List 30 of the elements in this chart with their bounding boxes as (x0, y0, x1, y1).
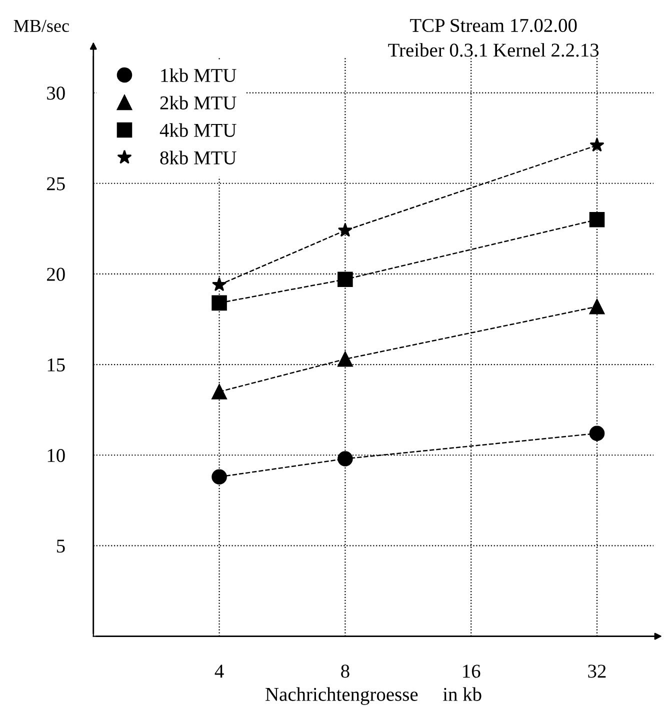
y-tick-label: 30 (47, 86, 65, 100)
x-tick-label: 4 (214, 664, 224, 678)
legend-label: 4kb MTU (160, 123, 236, 137)
y-axis-title: MB/sec (14, 20, 69, 32)
x-tick-label: 32 (588, 664, 606, 678)
point (338, 222, 352, 237)
point (338, 451, 353, 466)
point (212, 295, 227, 311)
y-tick-label: 20 (47, 268, 65, 281)
legend-label: 1kb MTU (161, 68, 236, 82)
y-tick-label: 15 (48, 358, 65, 372)
point (212, 384, 227, 400)
x-tick-label: 16 (463, 664, 480, 678)
x-tick-label: 8 (341, 664, 350, 678)
point (338, 351, 353, 367)
point (589, 426, 605, 442)
point (212, 277, 227, 292)
x-axis-title: Nachrichtengroesse in kb (266, 687, 482, 705)
point (590, 138, 604, 152)
y-tick-label: 5 (57, 540, 65, 553)
chart-subtitle: Treiber 0.3.1 Kernel 2.2.13 (388, 43, 599, 57)
chart-title: TCP Stream 17.02.00 (410, 18, 577, 32)
y-tick-label: 25 (47, 177, 65, 190)
point (212, 469, 227, 485)
y-tick-label: 10 (48, 448, 65, 462)
legend-label: 2kb MTU (160, 96, 236, 110)
legend-label: 8kb MTU (160, 150, 236, 164)
point (589, 212, 605, 228)
point (589, 298, 605, 314)
point (338, 272, 353, 288)
